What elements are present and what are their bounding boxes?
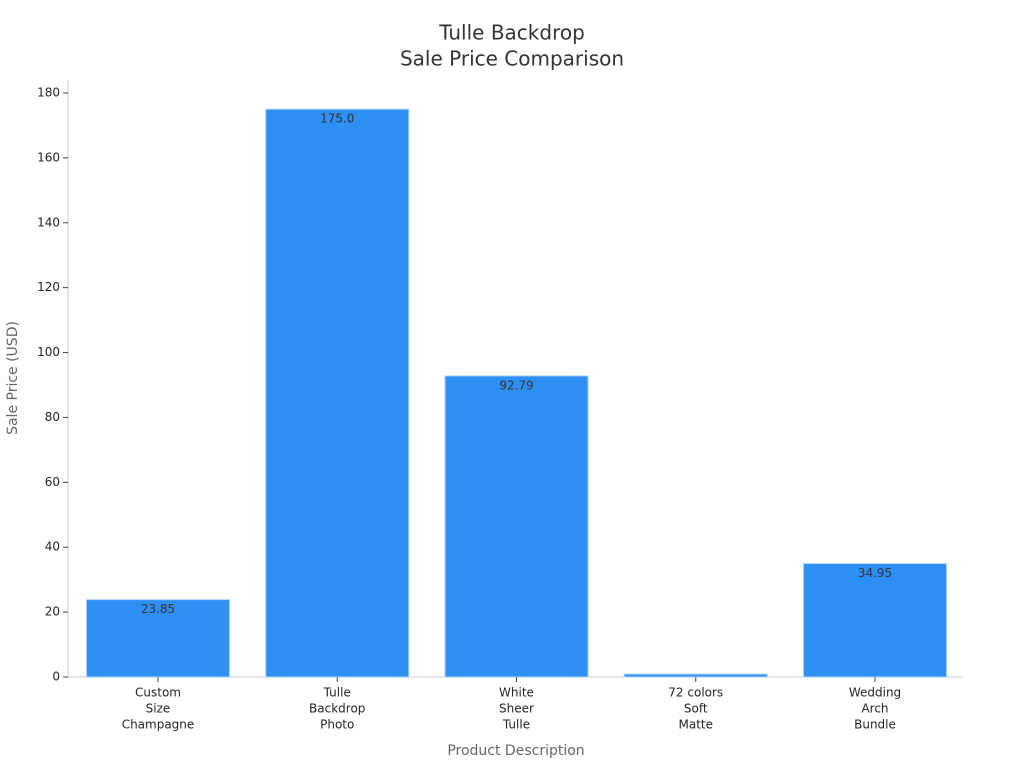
y-axis-label: Sale Price (USD)	[5, 321, 21, 435]
x-tick-label: Tulle	[502, 718, 530, 732]
y-tick-label: 60	[45, 475, 60, 489]
data-label: 23.85	[141, 602, 175, 616]
x-tick-label: White	[499, 686, 534, 700]
x-tick-label: Tulle	[323, 686, 351, 700]
x-tick-label: Arch	[861, 702, 888, 716]
y-tick-label: 120	[37, 280, 60, 294]
data-label: 34.95	[858, 566, 892, 580]
x-tick-label: Matte	[679, 718, 714, 732]
y-tick-label: 20	[45, 605, 60, 619]
y-tick-label: 40	[45, 540, 60, 554]
data-label: 92.79	[499, 378, 533, 392]
y-tick-label: 160	[37, 150, 60, 164]
y-tick-label: 100	[37, 345, 60, 359]
x-tick-label: 72 colors	[668, 686, 723, 700]
y-tick-label: 80	[45, 410, 60, 424]
x-tick-label: Soft	[684, 702, 708, 716]
x-tick-label: Photo	[320, 718, 354, 732]
y-tick-label: 140	[37, 215, 60, 229]
bar	[623, 673, 768, 678]
x-tick-label: Champagne	[122, 718, 195, 732]
bar	[444, 375, 589, 678]
bar	[265, 108, 410, 678]
bar	[86, 599, 230, 678]
chart-title: Tulle Backdrop	[438, 21, 585, 45]
chart-title: Sale Price Comparison	[400, 47, 624, 71]
x-axis-label: Product Description	[447, 743, 584, 759]
x-tick-label: Backdrop	[309, 702, 365, 716]
x-tick-label: Bundle	[854, 718, 896, 732]
x-tick-label: Sheer	[499, 702, 534, 716]
y-tick-label: 180	[37, 85, 60, 99]
y-tick-label: 0	[52, 670, 60, 684]
x-tick-label: Wedding	[849, 686, 901, 700]
data-label: 175.0	[320, 112, 354, 126]
x-tick-label: Size	[146, 702, 171, 716]
bar	[803, 563, 947, 678]
x-tick-label: Custom	[135, 686, 181, 700]
